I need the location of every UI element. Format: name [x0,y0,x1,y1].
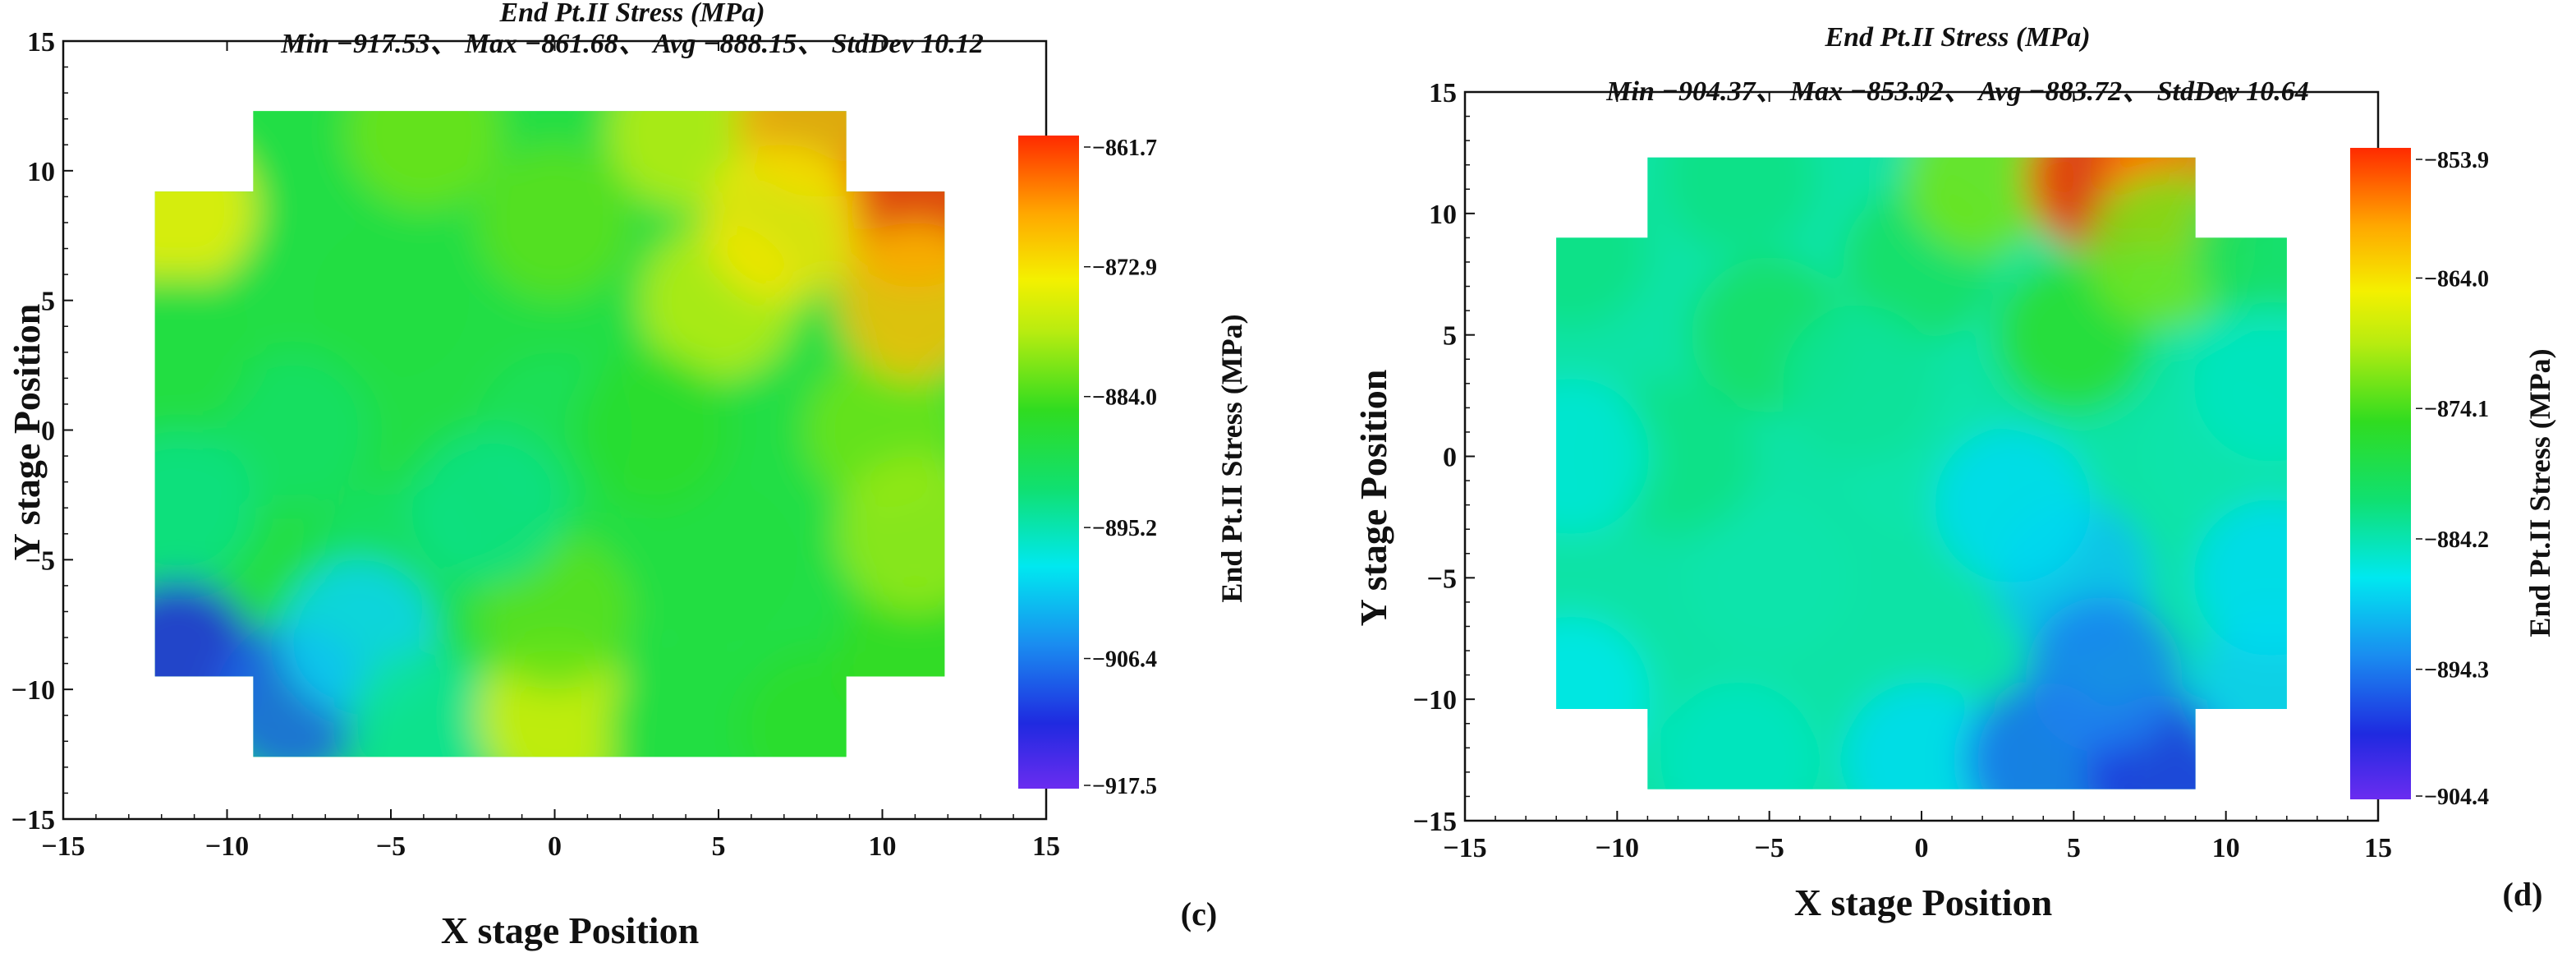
x-tick-label: −5 [376,831,406,862]
colorbar-tick-label: −861.7 [1092,136,1157,161]
panel-c-ylabel: Y stage Position [6,304,48,561]
value-sample [2026,596,2183,753]
panel-d-label: (d) [2503,876,2543,913]
value-sample [1660,157,1817,255]
panel-d-title: End Pt.II Stress (MPa) [1824,22,2090,53]
value-sample [1556,172,1650,329]
colorbar-tick-label: −904.4 [2424,785,2489,810]
value-sample [608,111,765,210]
value-sample [2193,305,2287,462]
panel-d-value-field [1556,157,2287,789]
panel-c-axes: −15 −10 −5 0 5 10 15 −15 −10 −5 0 5 10 15 [11,27,1060,862]
value-sample [1691,499,1848,656]
value-sample [837,222,945,379]
y-tick-label: 0 [41,417,55,447]
panel-d-colorbar-label: End Pt.II Stress (MPa) [2523,348,2556,637]
value-sample [2193,172,2287,329]
y-tick-label: −5 [25,545,55,576]
colorbar-tick-label: −894.3 [2424,658,2489,684]
y-tick-label: 15 [27,27,55,58]
y-tick-label: −15 [1413,807,1457,837]
x-tick-label: 0 [1915,833,1929,863]
value-sample [2193,499,2287,656]
y-tick-label: 5 [41,287,55,317]
y-tick-label: 10 [1429,200,1457,230]
value-sample [1935,426,2092,583]
x-tick-label: −5 [1754,833,1784,863]
value-sample [641,481,797,638]
panel-c-value-field [154,111,945,757]
x-tick-label: −10 [205,831,249,862]
y-tick-label: −10 [11,675,55,706]
x-tick-label: −10 [1596,833,1639,863]
panel-c-title: End Pt.II Stress (MPa) [498,0,765,28]
y-tick-label: −15 [11,805,55,835]
panel-d-xlabel: X stage Position [1794,881,2052,923]
y-tick-label: −5 [1427,564,1457,594]
value-sample [1844,682,2000,789]
x-tick-label: 15 [2364,833,2392,863]
panel-d-heatmap [1556,157,2287,789]
y-tick-label: 0 [1443,443,1457,473]
y-tick-label: −10 [1413,685,1457,716]
x-tick-label: −15 [41,831,85,862]
value-sample [411,430,567,587]
value-sample [1600,378,1756,535]
value-sample [608,650,765,757]
panel-d-ylabel: Y stage Position [1352,370,1394,627]
colorbar-tick-label: −917.5 [1092,774,1157,799]
x-tick-label: −15 [1443,833,1486,863]
value-sample [837,455,945,612]
value-sample [575,352,732,509]
value-sample [1660,682,1817,789]
value-sample [313,222,469,379]
value-sample [1782,305,1939,462]
colorbar-tick-label: −884.2 [2424,527,2489,553]
value-sample [345,111,502,210]
colorbar-tick-label: −853.9 [2424,148,2489,173]
x-tick-label: 0 [548,831,562,862]
panel-c-label: (c) [1181,895,1217,932]
value-sample [154,430,256,587]
colorbar-tick-label: −895.2 [1092,516,1157,541]
colorbar-tick-label: −884.0 [1092,385,1157,411]
panel-d: End Pt.II Stress (MPa) Min −904.37、 Max … [1352,22,2556,923]
colorbar-tick-label: −874.1 [2424,397,2489,422]
value-sample [1556,378,1650,535]
colorbar-tick-label: −864.0 [2424,266,2489,292]
value-sample [476,145,633,301]
value-sample [154,131,256,288]
value-sample [214,352,371,509]
x-tick-label: 10 [869,831,897,862]
value-sample [1556,616,1650,773]
value-sample [705,145,862,301]
value-sample [154,274,256,430]
x-tick-label: 10 [2212,833,2240,863]
panel-c: End Pt.II Stress (MPa) Min −917.53、 Max … [6,0,1248,951]
colorbar-tick-label: −906.4 [1092,647,1157,673]
panel-d-colorbar [2350,148,2411,799]
x-tick-label: 5 [2067,833,2081,863]
value-sample [345,650,502,757]
panel-c-colorbar-label: End Pt.II Stress (MPa) [1215,314,1248,602]
y-tick-label: 15 [1429,78,1457,108]
x-tick-label: 15 [1032,831,1060,862]
value-sample [1904,157,2061,255]
x-tick-label: 5 [712,831,726,862]
panel-c-stats: Min −917.53、 Max −861.68、 Avg −888.15、 S… [280,29,983,59]
panel-c-colorbar-ticks: −861.7 −872.9 −884.0 −895.2 −906.4 −917.5 [1084,136,1157,799]
panel-d-colorbar-ticks: −853.9 −864.0 −874.1 −884.2 −894.3 −904.4 [2416,148,2489,810]
y-tick-label: 5 [1443,321,1457,352]
panel-c-xlabel: X stage Position [441,909,699,951]
y-tick-label: 10 [27,157,55,187]
panel-c-colorbar [1018,136,1079,789]
colorbar-tick-label: −872.9 [1092,255,1157,281]
panel-c-heatmap [154,111,945,757]
